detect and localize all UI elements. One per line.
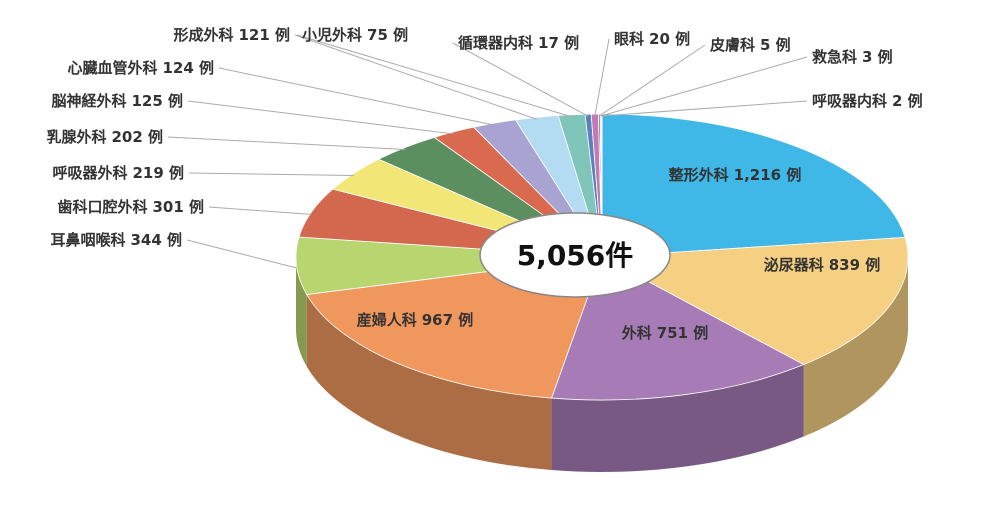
leader-line: [601, 100, 808, 117]
value-label: 219 例: [132, 164, 184, 182]
category-label: 皮膚科: [710, 36, 755, 54]
center-badge: [479, 212, 671, 298]
slice-label: 耳鼻咽喉科 344 例: [50, 231, 182, 249]
value-label: 121 例: [238, 26, 290, 44]
slice-label: 歯科口腔外科 301 例: [57, 198, 204, 216]
category-label: 形成外科: [173, 26, 233, 44]
leader-line: [296, 34, 572, 118]
category-label: 歯科口腔外科: [57, 198, 147, 216]
value-label: 2 例: [892, 92, 923, 110]
leader-line: [294, 34, 537, 120]
leader-line: [600, 56, 808, 117]
slice-label: 循環器内科 17 例: [458, 34, 579, 52]
value-label: 344 例: [130, 231, 182, 249]
leader-line: [208, 206, 312, 215]
leader-lines: [167, 34, 808, 269]
slice-label: 小児外科 75 例: [302, 26, 408, 44]
slice-side: [803, 257, 908, 437]
leader-line: [599, 44, 706, 117]
leader-line: [594, 38, 610, 117]
category-label: 呼吸器内科: [812, 92, 887, 110]
value-label: 967 例: [422, 311, 474, 329]
value-label: 3 例: [862, 48, 893, 66]
category-label: 外科: [621, 324, 652, 342]
leader-line: [188, 172, 354, 176]
leader-line: [187, 100, 454, 135]
category-label: 小児外科: [302, 26, 362, 44]
slice-label: 呼吸器外科 219 例: [52, 164, 184, 182]
category-label: 心臓血管外科: [67, 59, 157, 77]
category-label: 脳神経外科: [51, 92, 126, 110]
slice-label: 皮膚科 5 例: [710, 36, 791, 54]
slice: [295, 236, 603, 295]
slice-label: 泌尿器科 839 例: [764, 256, 881, 274]
slice: [600, 236, 909, 365]
slice-side: [551, 364, 804, 472]
value-label: 5 例: [760, 36, 791, 54]
slice-label: 外科 751 例: [621, 324, 709, 342]
center-label: 5,056件: [517, 239, 634, 272]
value-label: 839 例: [829, 256, 881, 274]
slice: [601, 113, 906, 258]
category-label: 循環器内科: [458, 34, 533, 52]
value-label: 751 例: [657, 324, 709, 342]
value-label: 124 例: [162, 59, 214, 77]
value-label: 1,216 例: [734, 166, 802, 184]
pie-sides: [296, 257, 908, 472]
slice-side: [306, 294, 552, 471]
category-label: 産婦人科: [357, 311, 417, 329]
slice-label: 救急科 3 例: [812, 48, 893, 66]
value-label: 125 例: [131, 92, 183, 110]
slice-label: 呼吸器内科 2 例: [812, 92, 923, 110]
leader-line: [167, 136, 406, 151]
category-label: 整形外科: [669, 166, 729, 184]
value-label: 20 例: [649, 30, 690, 48]
leader-line: [186, 239, 297, 269]
slice-label: 整形外科 1,216 例: [669, 166, 802, 184]
leader-line: [218, 67, 495, 126]
category-label: 泌尿器科: [764, 256, 824, 274]
category-label: 耳鼻咽喉科: [50, 231, 125, 249]
category-label: 救急科: [812, 48, 857, 66]
value-label: 301 例: [152, 198, 204, 216]
category-label: 呼吸器外科: [52, 164, 127, 182]
slice-label: 心臓血管外科 124 例: [67, 59, 214, 77]
value-label: 75 例: [367, 26, 408, 44]
slice-label: 形成外科 121 例: [173, 26, 290, 44]
category-label: 乳腺外科: [46, 128, 106, 146]
leader-line: [452, 42, 589, 117]
value-label: 17 例: [538, 34, 579, 52]
category-label: 眼科: [614, 30, 644, 48]
slice-label: 産婦人科 967 例: [357, 311, 474, 329]
slice-side: [296, 257, 307, 367]
slice-label: 眼科 20 例: [614, 30, 690, 48]
slice-label: 乳腺外科 202 例: [46, 128, 163, 146]
slice-label: 脳神経外科 125 例: [51, 92, 183, 110]
value-label: 202 例: [111, 128, 163, 146]
